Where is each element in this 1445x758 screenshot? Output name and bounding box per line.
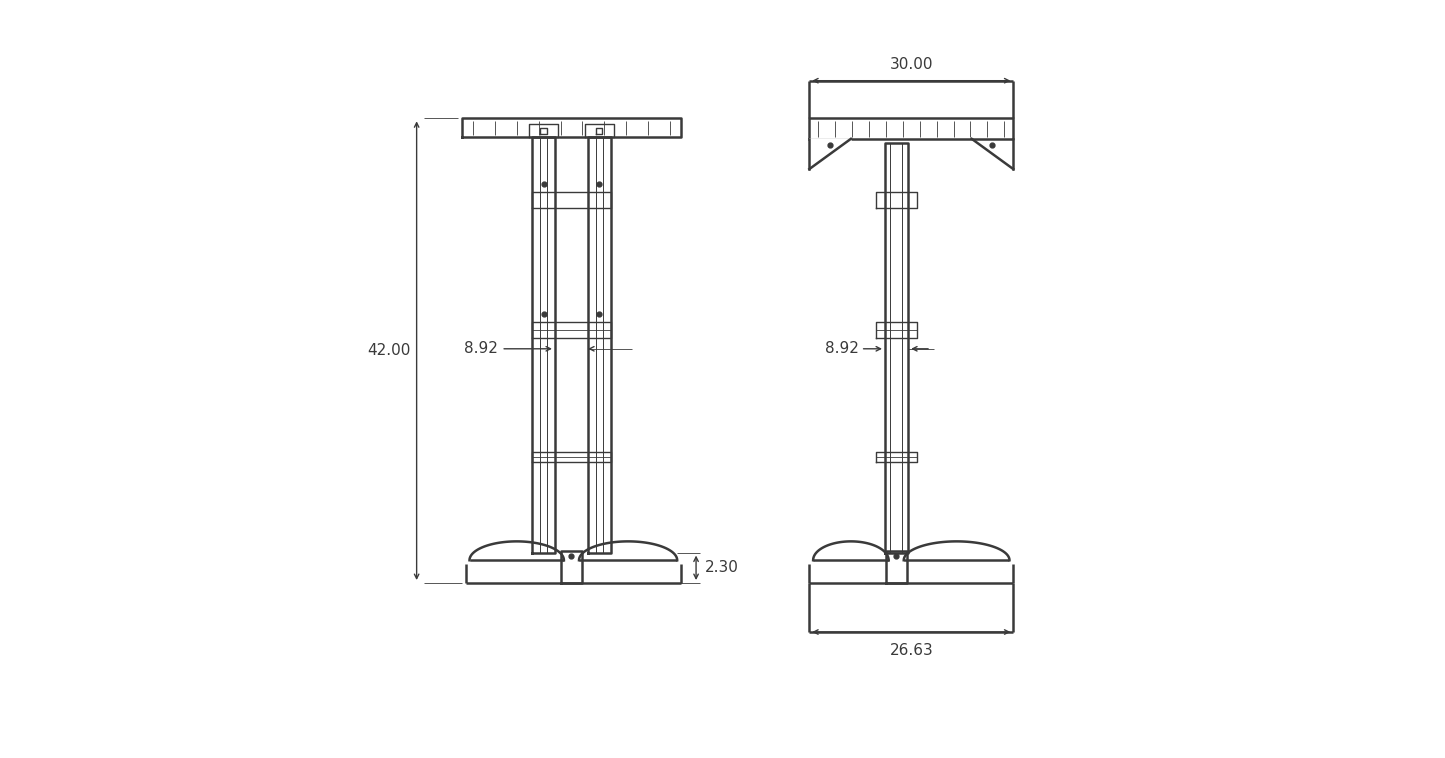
Text: 26.63: 26.63 xyxy=(890,643,933,658)
Text: 2.30: 2.30 xyxy=(705,560,738,575)
Text: 42.00: 42.00 xyxy=(367,343,410,359)
Text: 8.92: 8.92 xyxy=(825,341,858,356)
Text: 30.00: 30.00 xyxy=(890,57,933,71)
Polygon shape xyxy=(809,139,851,169)
Text: 8.92: 8.92 xyxy=(464,341,499,356)
